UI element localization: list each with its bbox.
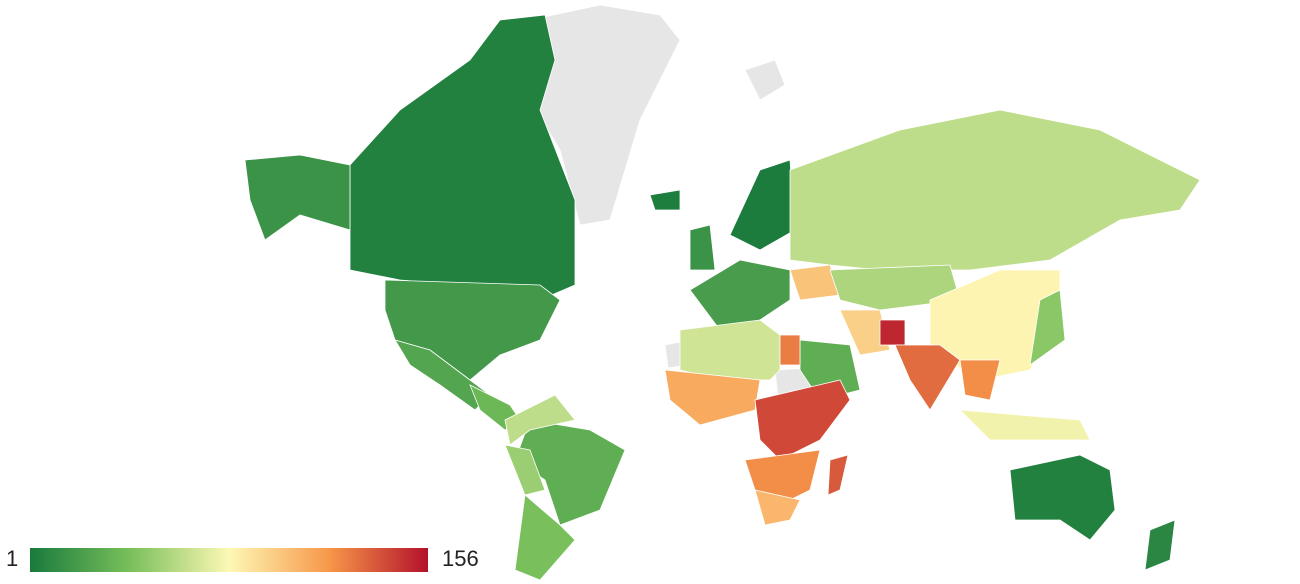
country [349, 14, 576, 301]
country [244, 154, 351, 241]
color-bar [30, 548, 428, 572]
svalbard [744, 59, 786, 101]
country [729, 159, 796, 251]
country [829, 264, 961, 311]
country [679, 319, 781, 381]
country [754, 489, 801, 526]
country [649, 189, 681, 211]
country [789, 109, 1201, 271]
no-data-regions [529, 4, 813, 399]
country [689, 224, 716, 271]
country [744, 449, 821, 501]
country [959, 359, 1001, 401]
country [689, 259, 791, 331]
country [504, 394, 576, 446]
legend: 1 156 [6, 546, 479, 572]
country [827, 454, 849, 496]
legend-min: 1 [6, 546, 18, 571]
country [958, 409, 1091, 441]
countries [244, 14, 1201, 581]
country [384, 279, 561, 381]
country [879, 319, 906, 346]
country [504, 444, 546, 496]
country [754, 379, 851, 461]
country [1029, 289, 1066, 366]
country [664, 369, 761, 426]
country [894, 344, 961, 411]
country [514, 494, 576, 581]
country [839, 309, 891, 356]
country [1009, 454, 1116, 541]
country [779, 334, 801, 366]
country [1144, 519, 1176, 571]
legend-max: 156 [442, 546, 479, 571]
